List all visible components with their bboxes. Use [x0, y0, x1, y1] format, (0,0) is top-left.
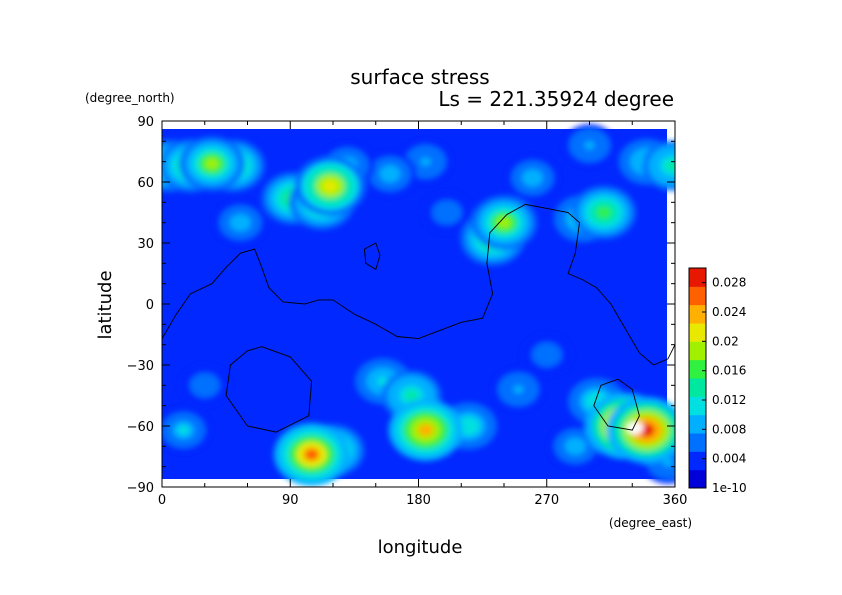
colorbar-segment — [689, 359, 706, 379]
stress-hotspot — [606, 396, 675, 464]
colorbar-label: 0.008 — [712, 422, 746, 436]
hotspot-level — [418, 423, 433, 437]
x-unit-label: (degree_east) — [609, 516, 692, 530]
colorbar-label: 0.02 — [712, 334, 739, 348]
colorbar-segment — [689, 451, 706, 471]
chart-subtitle: Ls = 221.35924 degree — [438, 87, 674, 111]
colorbar-segment — [689, 469, 706, 489]
hotspot-level — [666, 160, 675, 171]
colorbar-label: 0.004 — [712, 452, 746, 466]
stress-hotspot — [179, 364, 230, 406]
hotspot-level — [205, 158, 219, 170]
y-tick-label: −60 — [127, 420, 154, 435]
x-tick-label: 0 — [158, 493, 166, 508]
hotspot-level — [541, 350, 552, 359]
colorbar-label: 0.012 — [712, 393, 746, 407]
stress-hotspot — [388, 399, 463, 461]
y-axis-label: latitude — [95, 270, 116, 339]
stress-hotspot — [571, 185, 636, 240]
hotspot-level — [199, 381, 210, 390]
colorbar-segment — [689, 286, 706, 306]
colorbar: 0.028 0.024 0.02 0.016 0.012 0.008 0.004 1e-10 — [688, 267, 747, 495]
chart-title: surface stress — [350, 65, 489, 89]
stress-hotspot — [294, 156, 366, 216]
colorbar-label: 0.024 — [712, 305, 746, 319]
stress-hotspot — [642, 140, 675, 191]
hotspot-level — [513, 385, 524, 394]
colorbar-segment — [689, 323, 706, 342]
colorbar-segment — [689, 433, 706, 452]
hotspot-level — [304, 448, 320, 461]
stress-hotspot — [422, 192, 472, 233]
contour-line — [225, 346, 313, 433]
hotspot-level — [597, 207, 611, 218]
colorbar-segment — [689, 268, 706, 287]
stress-hotspot — [363, 152, 417, 196]
stress-hotspot — [162, 407, 211, 453]
x-tick-label: 180 — [406, 493, 431, 508]
colorbar-label: 0.028 — [712, 276, 746, 290]
hotspot-level — [405, 390, 418, 401]
hotspot-level — [662, 458, 674, 467]
x-tick-label: 360 — [663, 493, 688, 508]
stress-hotspot — [214, 200, 267, 245]
y-tick-label: 0 — [146, 298, 154, 313]
stress-hotspot — [273, 423, 350, 486]
y-unit-label: (degree_north) — [85, 91, 175, 105]
hotspot-level — [462, 421, 475, 431]
hotspot-level — [584, 141, 595, 150]
colorbar-label: 1e-10 — [712, 481, 747, 495]
x-axis-label: longitude — [378, 537, 463, 558]
colorbar-frame — [688, 267, 707, 489]
hotspot-level — [384, 169, 396, 179]
stress-hotspot — [548, 424, 602, 469]
hotspot-level — [442, 208, 452, 217]
contour-line — [162, 203, 675, 366]
axes: 0 90 180 270 360 90 60 30 0 −30 −60 −90 — [127, 115, 688, 508]
hotspot-level — [178, 425, 189, 435]
y-tick-label: 60 — [137, 176, 154, 191]
y-tick-label: 90 — [137, 115, 154, 130]
contour-line — [593, 378, 640, 431]
hotspot-level — [323, 180, 338, 193]
hotspot-level — [420, 157, 431, 166]
hotspot-level — [570, 441, 581, 451]
colorbar-segment — [689, 414, 706, 434]
stress-hotspot — [471, 195, 537, 250]
hotspot-level — [497, 217, 511, 229]
colorbar-segment — [689, 378, 706, 397]
stress-hotspot — [506, 156, 559, 200]
stress-hotspot — [492, 368, 544, 411]
y-tick-label: −30 — [127, 359, 154, 374]
contour-line — [363, 242, 381, 271]
stress-hotspot — [521, 334, 572, 376]
stress-hotspot — [179, 136, 245, 191]
hotspot-level — [235, 218, 246, 228]
heatmap-field — [162, 121, 675, 487]
stress-hotspot — [563, 124, 616, 167]
hotspot-level — [527, 173, 538, 183]
y-tick-label: 30 — [137, 237, 154, 252]
colorbar-label: 0.016 — [712, 364, 746, 378]
colorbar-segment — [689, 396, 706, 416]
colorbar-segment — [689, 304, 706, 324]
saturated-region — [626, 421, 644, 435]
y-tick-label: −90 — [127, 481, 154, 496]
colorbar-segment — [689, 341, 706, 361]
x-tick-label: 270 — [534, 493, 559, 508]
x-tick-label: 90 — [282, 493, 299, 508]
